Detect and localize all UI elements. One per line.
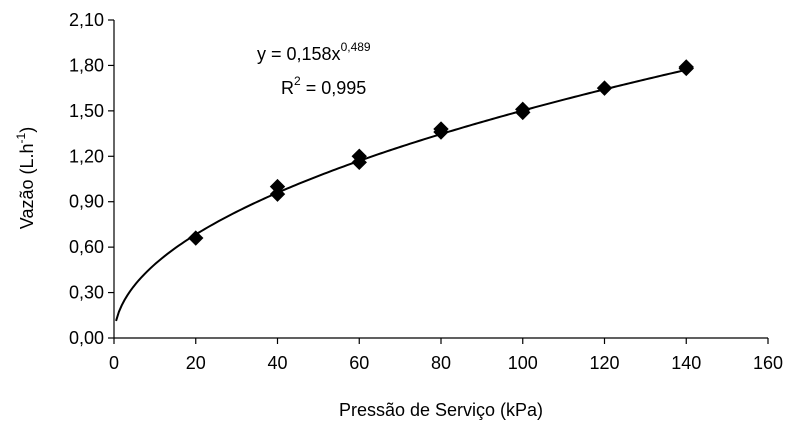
x-tick-label: 120 [589,353,619,373]
y-tick-label: 1,20 [69,146,104,166]
x-tick-label: 160 [753,353,783,373]
r-squared-sup: 2 [294,74,301,88]
trendline [115,68,687,322]
x-ticks: 0 20 40 60 80 100 120 140 160 [109,338,783,373]
data-point [596,80,613,96]
y-tick-label: 0,30 [69,283,104,303]
r-squared-label: R [281,78,294,98]
axes [113,20,768,339]
data-point [188,230,204,246]
x-axis-title: Pressão de Serviço (kPa) [339,400,543,420]
data-point [269,178,286,195]
x-tick-label: 80 [431,353,451,373]
y-axis-title-close: ) [17,127,37,133]
data-points [188,59,694,246]
x-tick-label: 20 [186,353,206,373]
x-tick-label: 140 [671,353,701,373]
y-ticks: 0,00 0,30 0,60 0,90 1,20 1,50 1,80 2,10 [69,10,114,348]
trendline-equation: y = 0,158x0,489 [257,40,371,64]
x-tick-label: 0 [109,353,119,373]
trendline-equation-main: y = 0,158x [257,44,341,64]
data-point [515,101,531,118]
r-squared-value: = 0,995 [301,78,367,98]
y-tick-label: 0,60 [69,237,104,257]
y-axis-title-sup: -1 [14,132,28,143]
data-point [351,148,367,164]
trendline-r-squared: R2 = 0,995 [281,74,366,98]
x-tick-label: 60 [349,353,369,373]
y-axis-title: Vazão (L.h-1) [14,127,37,229]
y-tick-label: 1,80 [69,55,104,75]
data-point [678,59,694,75]
data-point [433,121,449,137]
y-tick-label: 0,90 [69,192,104,212]
trendline-equation-exponent: 0,489 [341,40,371,54]
x-tick-label: 40 [267,353,287,373]
x-tick-label: 100 [508,353,538,373]
y-axis-title-main: Vazão (L.h [17,143,37,229]
y-tick-label: 0,00 [69,328,104,348]
y-tick-label: 2,10 [69,10,104,30]
y-tick-label: 1,50 [69,101,104,121]
